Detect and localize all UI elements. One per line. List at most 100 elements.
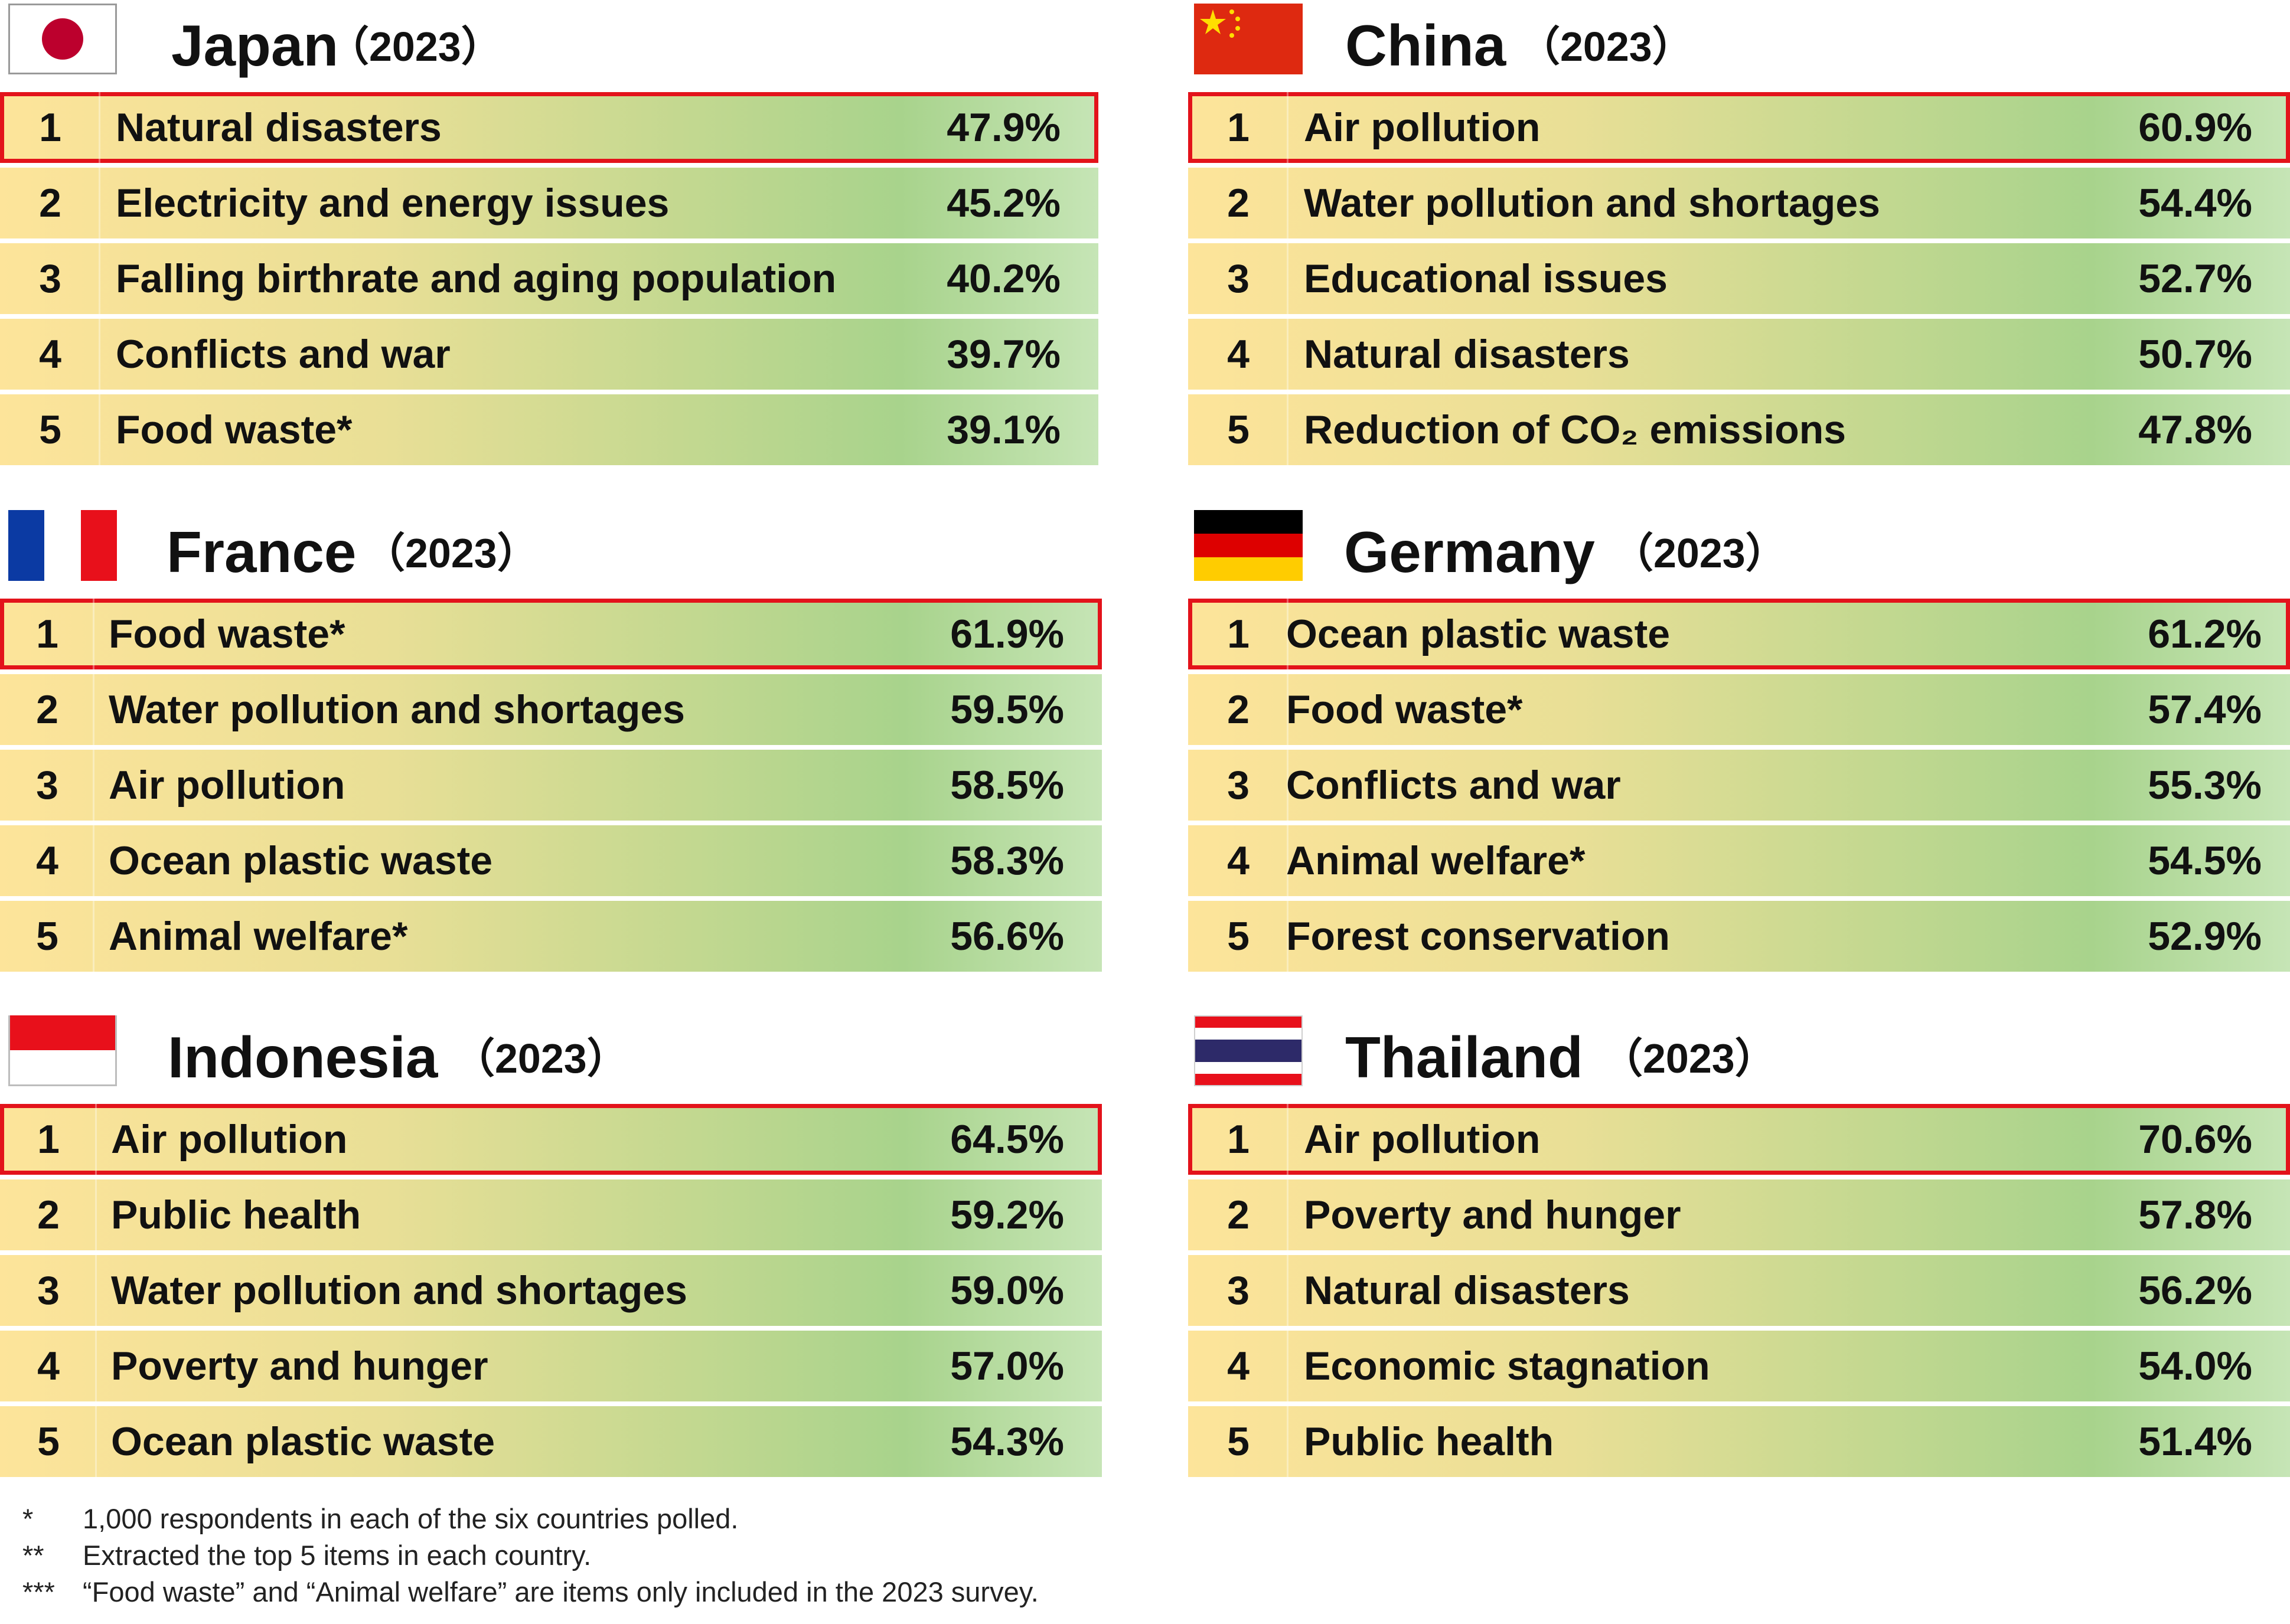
issue-label: Air pollution: [109, 763, 345, 808]
rank-number: 1: [0, 599, 94, 669]
table-row: 3 Air pollution 58.5%: [0, 750, 1102, 821]
rank-number: 2: [0, 1179, 97, 1250]
rank-number: 5: [1188, 394, 1288, 465]
footnote-text: “Food waste” and “Animal welfare” are it…: [83, 1576, 1039, 1607]
table-row: 5 Forest conservation 52.9%: [1188, 901, 2290, 972]
percent-value: 59.5%: [950, 687, 1064, 732]
issue-label: Conflicts and war: [1286, 763, 1621, 808]
rank-number: 1: [1188, 1104, 1288, 1175]
ranking-table: 1 Ocean plastic waste 61.2% 2 Food waste* 57…: [1188, 599, 2290, 976]
issue-label: Water pollution and shortages: [111, 1268, 687, 1313]
table-row: 5 Food waste* 39.1%: [0, 394, 1098, 465]
table-row: 3 Water pollution and shortages 59.0%: [0, 1255, 1102, 1326]
rank-number: 5: [0, 394, 100, 465]
panel-header: Indonesia （2023）: [0, 1012, 1102, 1100]
table-row: 4 Ocean plastic waste 58.3%: [0, 825, 1102, 896]
germany-flag-icon: [1194, 510, 1303, 581]
percent-value: 57.8%: [2138, 1192, 2252, 1237]
issue-label: Educational issues: [1304, 256, 1668, 301]
year-label: （2023）: [1519, 24, 1694, 70]
table-row: 1 Air pollution 64.5%: [0, 1104, 1102, 1175]
issue-label: Natural disasters: [1304, 1268, 1630, 1313]
country-title: Indonesia: [168, 1025, 438, 1090]
table-row: 4 Economic stagnation 54.0%: [1188, 1331, 2290, 1401]
issue-label: Food waste*: [116, 407, 353, 452]
percent-value: 47.8%: [2138, 407, 2252, 452]
rank-number: 5: [0, 901, 94, 972]
panel-header: France （2023）: [0, 507, 1102, 595]
table-row: 5 Public health 51.4%: [1188, 1406, 2290, 1477]
year-label: （2023）: [1601, 1035, 1776, 1081]
percent-value: 52.9%: [2148, 914, 2262, 959]
panel-indonesia: Indonesia （2023） 1 Air pollution 64.5% 2 Pu…: [0, 1012, 1102, 1482]
issue-label: Natural disasters: [116, 105, 442, 150]
year-label: （2023）: [454, 1035, 628, 1081]
issue-label: Ocean plastic waste: [109, 838, 493, 883]
table-row: 1 Natural disasters 47.9%: [0, 92, 1098, 163]
rank-number: 4: [1188, 1331, 1288, 1401]
table-row: 2 Poverty and hunger 57.8%: [1188, 1179, 2290, 1250]
issue-label: Air pollution: [1304, 105, 1541, 150]
table-row: 2 Public health 59.2%: [0, 1179, 1102, 1250]
percent-value: 60.9%: [2138, 105, 2252, 150]
rank-number: 3: [1188, 1255, 1288, 1326]
percent-value: 39.1%: [947, 407, 1061, 452]
table-row: 3 Natural disasters 56.2%: [1188, 1255, 2290, 1326]
table-row: 1 Ocean plastic waste 61.2%: [1188, 599, 2290, 669]
percent-value: 54.0%: [2138, 1344, 2252, 1388]
rank-number: 2: [1188, 674, 1288, 745]
issue-label: Air pollution: [111, 1117, 348, 1162]
rank-number: 1: [1188, 92, 1288, 163]
percent-value: 70.6%: [2138, 1117, 2252, 1162]
rank-number: 4: [0, 825, 94, 896]
rank-number: 4: [0, 1331, 97, 1401]
table-row: 1 Air pollution 60.9%: [1188, 92, 2290, 163]
panel-france: France （2023） 1 Food waste* 61.9% 2 Water p…: [0, 507, 1102, 976]
footnote-text: Extracted the top 5 items in each countr…: [83, 1540, 592, 1571]
table-row: 5 Animal welfare* 56.6%: [0, 901, 1102, 972]
footnote-marker: **: [22, 1540, 44, 1571]
france-flag-icon: [8, 510, 117, 581]
percent-value: 64.5%: [950, 1117, 1064, 1162]
issue-label: Air pollution: [1304, 1117, 1541, 1162]
footnote-text: 1,000 respondents in each of the six cou…: [83, 1503, 739, 1534]
rank-number: 2: [1188, 1179, 1288, 1250]
issue-label: Forest conservation: [1286, 914, 1670, 959]
rank-number: 3: [0, 1255, 97, 1326]
issue-label: Public health: [111, 1192, 361, 1237]
issue-label: Electricity and energy issues: [116, 181, 670, 226]
rank-number: 2: [0, 674, 94, 745]
thailand-flag-icon: [1194, 1015, 1303, 1086]
country-title: Japan: [171, 13, 339, 78]
ranking-table: 1 Air pollution 64.5% 2 Public health 59.2% …: [0, 1104, 1102, 1482]
issue-label: Water pollution and shortages: [1304, 181, 1880, 226]
percent-value: 58.3%: [950, 838, 1064, 883]
issue-label: Animal welfare*: [1286, 838, 1586, 883]
rank-number: 3: [0, 243, 100, 314]
percent-value: 39.7%: [947, 332, 1061, 377]
issue-label: Conflicts and war: [116, 332, 451, 377]
table-row: 5 Ocean plastic waste 54.3%: [0, 1406, 1102, 1477]
table-row: 4 Natural disasters 50.7%: [1188, 319, 2290, 390]
rank-number: 5: [1188, 1406, 1288, 1477]
issue-label: Reduction of CO₂ emissions: [1304, 407, 1847, 452]
year-label: （2023）: [1612, 530, 1787, 576]
percent-value: 52.7%: [2138, 256, 2252, 301]
rank-number: 4: [0, 319, 100, 390]
indonesia-flag-icon: [8, 1015, 117, 1086]
rank-number: 4: [1188, 825, 1288, 896]
rank-number: 3: [0, 750, 94, 821]
issue-label: Animal welfare*: [109, 914, 408, 959]
percent-value: 61.2%: [2148, 612, 2262, 656]
ranking-table: 1 Air pollution 60.9% 2 Water pollution and…: [1188, 92, 2290, 470]
panel-japan: Japan （2023） 1 Natural disasters 47.9% 2 El…: [0, 0, 1102, 470]
rank-number: 1: [1188, 599, 1288, 669]
year-label: （2023）: [328, 24, 503, 70]
panel-header: Germany （2023）: [1188, 507, 2290, 595]
percent-value: 61.9%: [950, 612, 1064, 656]
panel-header: Japan （2023）: [0, 0, 1102, 89]
percent-value: 57.4%: [2148, 687, 2262, 732]
panel-thailand: Thailand （2023） 1 Air pollution 70.6% 2 Pov…: [1188, 1012, 2290, 1482]
panel-germany: Germany （2023） 1 Ocean plastic waste 61.2%…: [1188, 507, 2290, 976]
country-title: Germany: [1344, 519, 1595, 584]
